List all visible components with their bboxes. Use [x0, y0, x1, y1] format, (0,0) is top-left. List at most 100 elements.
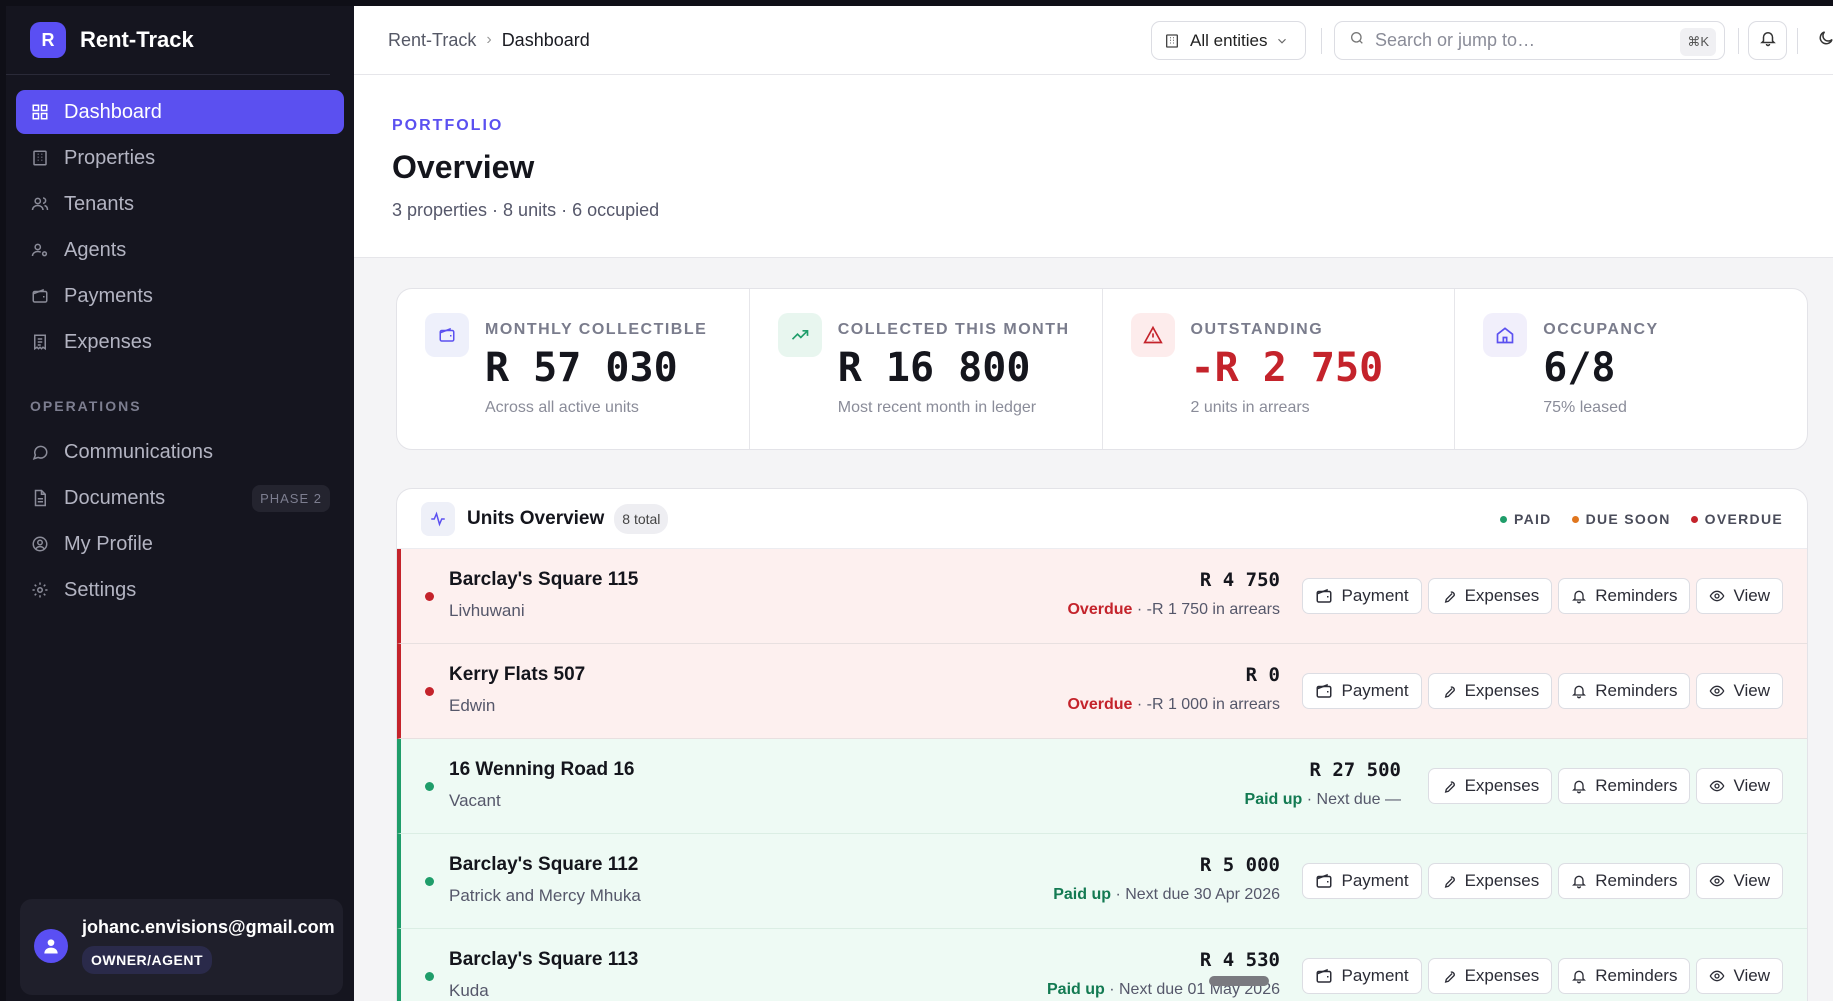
expenses-button[interactable]: Expenses — [1427, 863, 1553, 899]
search-input[interactable] — [1375, 30, 1665, 51]
unit-row[interactable]: Kerry Flats 507 Edwin R 0 Overdue · -R 1 00… — [397, 644, 1807, 739]
building-icon — [30, 148, 50, 168]
view-button-label: View — [1733, 586, 1770, 605]
row-actions: Payment Expenses Reminders View — [1302, 863, 1783, 899]
reminders-button[interactable]: Reminders — [1558, 673, 1691, 709]
user-email: johanc.envisions@gmail.com — [82, 917, 335, 937]
sidebar-item-properties[interactable]: Properties — [16, 136, 344, 180]
unit-amount: R 5 000 — [1199, 854, 1280, 876]
stat-value: R 57 030 — [485, 345, 678, 391]
unit-name[interactable]: Kerry Flats 507 — [449, 664, 586, 685]
unit-row[interactable]: Barclay's Square 112 Patrick and Mercy Mh… — [397, 834, 1807, 929]
payment-button[interactable]: Payment — [1302, 863, 1422, 899]
reminders-button[interactable]: Reminders — [1558, 958, 1691, 994]
reminders-button[interactable]: Reminders — [1558, 863, 1691, 899]
unit-status: Paid up · Next due 30 Apr 2026 — [1053, 886, 1280, 904]
payment-button-label: Payment — [1341, 586, 1409, 605]
expenses-button[interactable]: Expenses — [1427, 673, 1553, 709]
sidebar-item-documents[interactable]: Documents PHASE 2 — [16, 476, 344, 520]
user-card[interactable]: johanc.envisions@gmail.com OWNER/AGENT — [20, 899, 343, 995]
topbar: Rent-Track › Dashboard All entities ⌘K — [354, 6, 1833, 75]
view-button-label: View — [1733, 871, 1770, 890]
gear-icon — [30, 580, 50, 600]
entity-selector[interactable]: All entities — [1151, 21, 1306, 60]
eye-icon — [1709, 778, 1725, 794]
units-list: Barclay's Square 115 Livhuwani R 4 750 Over… — [397, 549, 1807, 1001]
unit-name[interactable]: Barclay's Square 115 — [449, 569, 639, 590]
unit-name[interactable]: 16 Wenning Road 16 — [449, 759, 635, 780]
reminders-button-label: Reminders — [1595, 871, 1678, 890]
users-icon — [30, 194, 50, 214]
unit-row[interactable]: Barclay's Square 113 Kuda R 4 530 Paid up ·… — [397, 929, 1807, 1001]
sidebar-item-settings[interactable]: Settings — [16, 568, 344, 612]
wallet-icon — [1315, 872, 1333, 890]
eye-icon — [1709, 873, 1725, 889]
expenses-button[interactable]: Expenses — [1427, 768, 1553, 804]
page-header: PORTFOLIO Overview 3 properties · 8 unit… — [354, 75, 1833, 258]
user-role-badge: OWNER/AGENT — [82, 946, 213, 974]
reminders-button[interactable]: Reminders — [1558, 578, 1691, 614]
sidebar-section-label: OPERATIONS — [30, 398, 142, 414]
notifications-button[interactable] — [1748, 21, 1787, 60]
sidebar-item-tenants[interactable]: Tenants — [16, 182, 344, 226]
view-button[interactable]: View — [1696, 673, 1783, 709]
scroll-indicator[interactable] — [1209, 976, 1269, 986]
status-legend: PAID DUE SOON OVERDUE — [1499, 511, 1783, 527]
view-button[interactable]: View — [1696, 863, 1783, 899]
unit-name[interactable]: Barclay's Square 112 — [449, 854, 639, 875]
brand[interactable]: R Rent-Track — [6, 6, 330, 75]
view-button[interactable]: View — [1696, 958, 1783, 994]
unit-amount: R 27 500 — [1309, 759, 1401, 781]
breadcrumb-separator: › — [486, 31, 492, 48]
status-label: Paid up — [1047, 981, 1105, 998]
sidebar-item-my-profile[interactable]: My Profile — [16, 522, 344, 566]
view-button[interactable]: View — [1696, 768, 1783, 804]
stat-label: OUTSTANDING — [1190, 321, 1324, 338]
brand-name: Rent-Track — [80, 27, 194, 52]
sidebar-item-payments[interactable]: Payments — [16, 274, 344, 318]
unit-tenant: Patrick and Mercy Mhuka — [449, 886, 641, 905]
sidebar-item-label: Communications — [64, 440, 213, 463]
sidebar-item-communications[interactable]: Communications — [16, 430, 344, 474]
status-detail: · -R 1 750 in arrears — [1132, 601, 1280, 618]
reminders-button[interactable]: Reminders — [1558, 768, 1691, 804]
sidebar-item-agents[interactable]: Agents — [16, 228, 344, 272]
unit-amount: R 0 — [1245, 664, 1280, 686]
sidebar-item-dashboard[interactable]: Dashboard — [16, 90, 344, 134]
view-button[interactable]: View — [1696, 578, 1783, 614]
units-overview: Units Overview 8 total PAID DUE SOON OVERD… — [396, 488, 1808, 1001]
expenses-button[interactable]: Expenses — [1427, 958, 1553, 994]
payment-button[interactable]: Payment — [1302, 673, 1422, 709]
unit-name[interactable]: Barclay's Square 113 — [449, 949, 639, 970]
view-button-label: View — [1733, 776, 1770, 795]
sidebar-nav: Dashboard Properties Tenants Agents Payments… — [6, 75, 354, 364]
unit-tenant: Edwin — [449, 696, 496, 715]
unit-row[interactable]: Barclay's Square 115 Livhuwani R 4 750 Over… — [397, 549, 1807, 644]
sidebar-item-label: Documents — [64, 486, 166, 509]
payment-button[interactable]: Payment — [1302, 578, 1422, 614]
eye-icon — [1709, 683, 1725, 699]
theme-toggle-button[interactable] — [1806, 21, 1833, 60]
expenses-button-label: Expenses — [1464, 586, 1540, 605]
bell-icon — [1571, 588, 1587, 604]
stat-note: Most recent month in ledger — [837, 399, 1037, 416]
topbar-divider — [1321, 28, 1322, 54]
breadcrumb-root[interactable]: Rent-Track — [388, 29, 477, 50]
wallet-icon — [1315, 967, 1333, 985]
avatar — [34, 929, 68, 963]
status-detail: · -R 1 000 in arrears — [1132, 696, 1280, 713]
trending-up-icon — [777, 313, 822, 357]
stats-panel: MONTHLY COLLECTIBLE R 57 030 Across all ac… — [396, 288, 1808, 450]
payment-button-label: Payment — [1341, 871, 1409, 890]
search-box[interactable]: ⌘K — [1334, 21, 1725, 60]
profile-icon — [30, 534, 50, 554]
payment-button[interactable]: Payment — [1302, 958, 1422, 994]
sidebar-item-label: Properties — [64, 146, 156, 169]
unit-status: Overdue · -R 1 000 in arrears — [1067, 696, 1280, 714]
alert-icon — [1130, 313, 1175, 357]
wrench-icon — [1441, 683, 1457, 699]
unit-row[interactable]: 16 Wenning Road 16 Vacant R 27 500 Paid up … — [397, 739, 1807, 834]
sidebar-item-expenses[interactable]: Expenses — [16, 320, 344, 364]
expenses-button[interactable]: Expenses — [1427, 578, 1553, 614]
brand-logo: R — [30, 22, 66, 58]
